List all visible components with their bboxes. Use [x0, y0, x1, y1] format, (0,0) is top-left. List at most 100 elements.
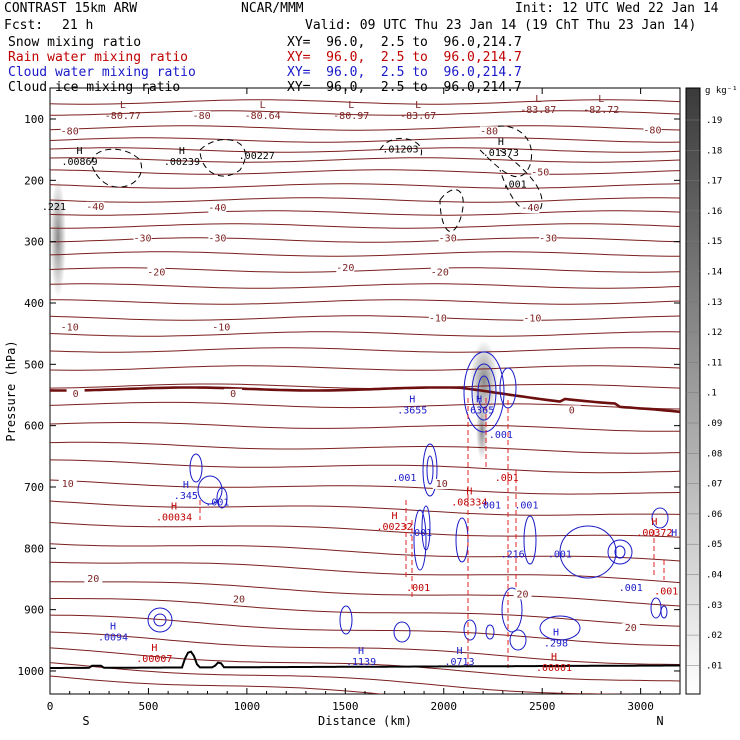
extremum-value: .221 — [42, 202, 66, 213]
contour-label-bg — [60, 322, 79, 333]
extremum-value: .00869 — [61, 157, 97, 168]
extremum-value: .345 — [174, 491, 198, 502]
temperature-contour — [50, 110, 680, 116]
cloud-water-contour — [426, 455, 434, 485]
extremum-value: -80.97 — [333, 111, 369, 122]
colorbar-tick-label: .12 — [706, 328, 722, 338]
y-tick-label: 900 — [24, 604, 44, 617]
colorbar-tick-label: .05 — [706, 540, 722, 550]
temperature-contour — [50, 647, 680, 682]
temperature-contour-label: -20 — [336, 263, 354, 274]
extremum-mark: H — [456, 646, 462, 657]
extremum-mark: H — [179, 146, 185, 157]
cloud-water-contour — [413, 509, 427, 571]
temperature-contour-label: -50 — [531, 167, 549, 178]
cloud-water-contour — [463, 351, 505, 433]
cloud-water-contour — [607, 539, 633, 565]
extremum-value: .001 — [514, 500, 538, 511]
contour-label-bg — [58, 478, 77, 489]
temperature-contour — [50, 561, 680, 584]
contour-label-bg — [86, 201, 105, 212]
temperature-contour — [50, 365, 680, 371]
contour-label-bg — [212, 322, 231, 333]
contour-label-bg — [428, 313, 447, 324]
contour-label-bg — [133, 233, 152, 244]
temperature-contour-label: 20 — [625, 623, 637, 634]
colorbar-tick-label: .01 — [706, 661, 722, 671]
extremum-mark: H — [110, 621, 116, 632]
temperature-contour — [50, 223, 680, 229]
cloud-water-contour — [539, 615, 581, 641]
cloud-water-contour — [660, 605, 668, 619]
contour-label-bg — [60, 126, 79, 137]
freezing-level-contour — [50, 386, 680, 414]
cloud-water-contour — [189, 453, 203, 483]
cloud-water-contour — [471, 363, 497, 421]
cloud-water-contour — [197, 475, 223, 505]
cloud-water-contour — [523, 515, 537, 565]
extremum-value: .00239 — [164, 157, 200, 168]
extremum-value: .001 — [408, 528, 432, 539]
contour-label-bg — [192, 111, 211, 121]
colorbar-tick-label: .14 — [706, 268, 722, 278]
x-tick-label: 1500 — [332, 700, 359, 713]
cloud-ice-contour — [499, 149, 543, 213]
temperature-contour-label: -10 — [523, 313, 541, 324]
temperature-contour — [50, 237, 680, 243]
extremum-value: .0713 — [444, 657, 474, 668]
temperature-contour — [50, 197, 680, 203]
contour-label-bg — [562, 405, 581, 416]
temperature-contour — [50, 522, 680, 538]
colorbar-scale — [685, 87, 701, 695]
contour-label-bg — [523, 313, 542, 324]
temperature-contour-label: -10 — [61, 323, 79, 334]
extremum-mark: H — [392, 511, 398, 522]
extremum-mark: L — [260, 100, 266, 111]
extremum-value: -82.72 — [583, 105, 619, 116]
temperature-contour — [50, 299, 680, 305]
temperature-contour-label: 20 — [516, 589, 528, 600]
forecast-hour: 21 h — [62, 18, 94, 33]
extremum-value: -80.64 — [245, 111, 281, 122]
temperature-contour — [50, 183, 680, 189]
y-tick-label: 700 — [24, 481, 44, 494]
cloud-water-contour — [614, 545, 626, 559]
y-tick-label: 500 — [24, 358, 44, 371]
extremum-value: -80.77 — [105, 111, 141, 122]
contour-label-bg — [513, 589, 532, 600]
extremum-value: .00034 — [156, 513, 192, 524]
temperature-contour — [50, 169, 680, 175]
colorbar-tick-label: .07 — [706, 480, 722, 490]
temperature-contour — [50, 459, 680, 474]
extremum-value: .6365 — [464, 405, 494, 416]
contour-label-bg — [84, 574, 103, 585]
temperature-contour — [50, 315, 680, 321]
temperature-contour-label: 20 — [87, 574, 99, 585]
extremum-mark: L — [415, 100, 421, 111]
temperature-contour — [50, 137, 680, 143]
contour-label-bg — [539, 233, 558, 244]
cloud-ice-contour — [479, 125, 533, 178]
cloud-water-contour — [455, 517, 469, 563]
contour-label-bg — [208, 233, 227, 244]
temperature-contour — [50, 331, 680, 337]
temperature-contour — [50, 401, 680, 410]
x-tick-label: 1000 — [234, 700, 261, 713]
contour-label-bg — [531, 167, 550, 178]
extremum-value: .0094 — [98, 632, 128, 643]
temperature-contour-label: 20 — [233, 594, 245, 605]
temperature-contour-label: 10 — [62, 479, 74, 490]
center-title: NCAR/MMM — [241, 1, 304, 16]
extremum-value: .001 — [392, 473, 416, 484]
valid-time: Valid: 09 UTC Thu 23 Jan 14 (19 ChT Thu … — [305, 18, 697, 33]
temperature-contour-label: -80 — [193, 111, 211, 122]
colorbar-tick-label: .02 — [706, 631, 722, 641]
cloud-water-contour — [463, 619, 477, 641]
extremum-mark: H — [498, 137, 504, 148]
contour-label-bg — [621, 623, 640, 634]
temperature-contour-label: -10 — [429, 313, 447, 324]
colorbar-tick-label: .08 — [706, 449, 722, 459]
x-tick-label: 2000 — [431, 700, 458, 713]
cloud-ice-contour — [439, 189, 464, 232]
